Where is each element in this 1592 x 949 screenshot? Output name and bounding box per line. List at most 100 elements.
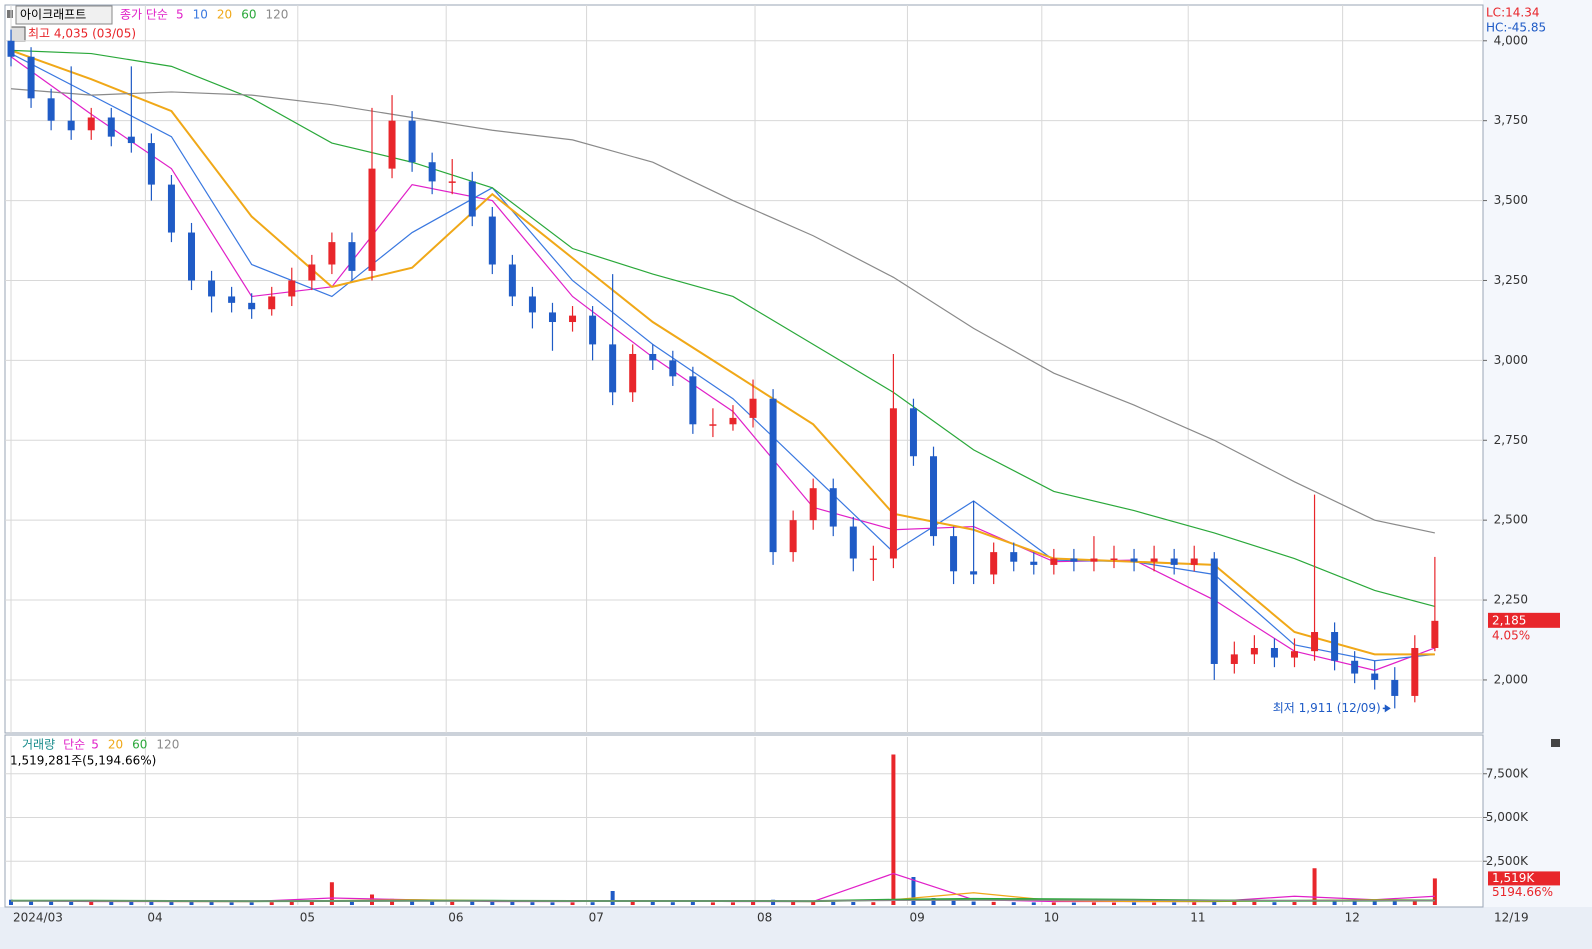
y-tick-label: 2,750 — [1494, 433, 1528, 447]
candle-body — [348, 242, 356, 271]
candle-body — [1371, 673, 1379, 680]
y-tick-label: 5,000K — [1486, 810, 1529, 824]
volume-bar — [109, 901, 114, 905]
volume-bar — [9, 899, 14, 905]
x-tick-label: 05 — [300, 911, 315, 925]
candle-body — [167, 184, 175, 233]
volume-bar — [1031, 902, 1036, 905]
volume-bar — [430, 901, 435, 905]
volume-info: 1,519,281주(5,194.66%) — [10, 754, 156, 768]
candle-body — [569, 315, 577, 323]
price-frame — [4, 4, 1484, 734]
volume-bar — [530, 902, 535, 905]
candle-body — [1351, 660, 1359, 674]
x-tick-label: 04 — [147, 911, 162, 925]
hc-label: HC:-45.85 — [1486, 21, 1546, 35]
volume-bar — [1252, 901, 1257, 905]
volume-bar — [730, 902, 735, 905]
legend-entry: 120 — [156, 738, 179, 752]
candle-body — [789, 520, 797, 553]
volume-bar — [570, 902, 575, 905]
volume-bar — [1432, 878, 1437, 905]
volume-bar — [1292, 902, 1297, 905]
volume-bar — [89, 901, 94, 905]
candle-body — [27, 56, 35, 99]
volume-bar — [991, 901, 996, 905]
candle-body — [1050, 558, 1058, 565]
volume-bar — [189, 901, 194, 905]
volume-bar — [971, 901, 976, 905]
volume-bar — [1172, 902, 1177, 905]
candle-body — [47, 98, 55, 121]
candle-body — [448, 181, 456, 183]
volume-bar — [470, 901, 475, 905]
y-tick-label: 4,000 — [1494, 33, 1528, 47]
candle-body — [869, 558, 877, 561]
volume-bar — [1091, 902, 1096, 905]
candle-body — [228, 296, 236, 303]
candle-body — [589, 315, 597, 345]
candle-body — [1070, 558, 1078, 562]
icon — [7, 10, 13, 18]
x-tick-label: 11 — [1190, 911, 1205, 925]
volume-bar — [450, 901, 455, 905]
volume-bar — [1412, 900, 1417, 905]
volume-bar — [1112, 902, 1117, 905]
volume-bar — [1071, 902, 1076, 905]
candle-body — [268, 296, 276, 310]
stock-name-box[interactable] — [15, 5, 113, 25]
candle-body — [1210, 558, 1218, 664]
candle-body — [468, 181, 476, 217]
volume-bar — [490, 901, 495, 905]
legend-entry: 60 — [241, 8, 256, 22]
lc-label: LC:14.34 — [1486, 6, 1539, 20]
candle-body — [248, 302, 256, 310]
volume-bar — [811, 901, 816, 905]
legend-entry: 60 — [132, 738, 147, 752]
volume-bar — [931, 898, 936, 905]
plot: 2024/03 04 05 06 07 08 09 10 11 12 12/19 2,000 2,250… — [5, 5, 1560, 925]
volume-bar — [590, 902, 595, 905]
volume-bar — [690, 902, 695, 905]
candle-body — [1250, 647, 1258, 655]
volume-bar — [329, 882, 334, 905]
last-volume: 1,519K — [1492, 871, 1535, 885]
candle-body — [7, 40, 15, 57]
volume-bar — [710, 902, 715, 905]
volume-bar — [791, 901, 796, 905]
volume-bar — [751, 901, 756, 905]
x-tick-label: 09 — [909, 911, 924, 925]
volume-bar — [289, 901, 294, 905]
volume-bar — [149, 900, 154, 905]
volume-bar — [349, 901, 354, 905]
volume-bar — [911, 877, 916, 905]
candle-body — [147, 143, 155, 185]
candle-body — [849, 526, 857, 559]
x-tick-label: 08 — [757, 911, 772, 925]
candle-body — [528, 296, 536, 313]
candle-body — [127, 136, 135, 144]
moving-average — [10, 49, 1436, 608]
volume-bar — [951, 900, 956, 905]
y-tick-label: 3,750 — [1494, 113, 1528, 127]
volume-bar — [650, 901, 655, 905]
volume-bar — [1332, 900, 1337, 905]
volume-bar — [1051, 902, 1056, 905]
candle-body — [208, 280, 216, 297]
volume-bar — [249, 902, 254, 905]
volume-bar — [610, 891, 615, 905]
moving-average — [11, 899, 1435, 902]
candle-body — [649, 353, 657, 361]
candle-body — [1190, 558, 1198, 565]
candle-body — [428, 162, 436, 182]
legend-entry: 20 — [108, 738, 123, 752]
ma-label: 단순 — [63, 738, 85, 752]
candle-body — [970, 571, 978, 575]
y-axis-panel — [1483, 0, 1592, 907]
candle-body — [930, 456, 938, 537]
candle-body — [729, 417, 737, 425]
y-tick-label: 3,000 — [1494, 353, 1528, 367]
candle-body — [909, 408, 917, 457]
candle-body — [669, 360, 677, 377]
